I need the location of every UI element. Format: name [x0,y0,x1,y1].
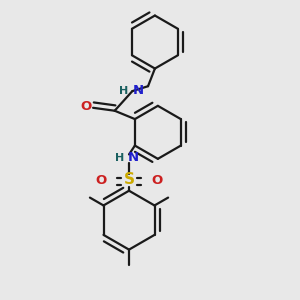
Text: O: O [95,174,107,188]
Text: N: N [128,152,139,164]
Text: N: N [133,84,144,97]
Text: O: O [81,100,92,113]
Text: S: S [124,172,134,188]
Text: O: O [152,174,163,188]
Text: H: H [115,153,124,163]
Text: H: H [119,85,128,96]
